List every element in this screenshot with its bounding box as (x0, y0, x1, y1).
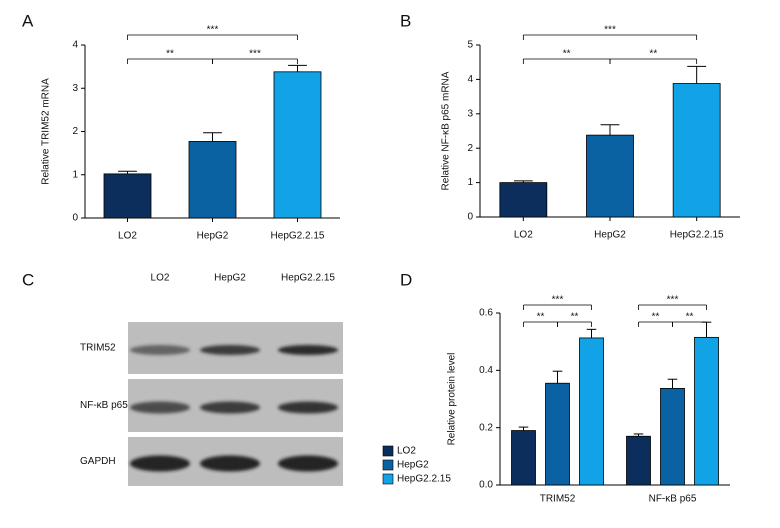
legend-swatch (382, 445, 394, 457)
row-label: GAPDH (80, 456, 116, 467)
row-label: NF-κB p65 (80, 400, 128, 411)
y-tick-label: 0.6 (479, 308, 493, 319)
significance: *** (249, 49, 261, 60)
bar (579, 337, 604, 486)
bar (626, 435, 651, 486)
significance: *** (552, 295, 564, 306)
lane-label: HepG2 (214, 273, 246, 284)
bar (103, 173, 152, 219)
y-tick-label: 1 (467, 177, 473, 188)
bar (188, 141, 237, 219)
y-tick-label: 0.4 (479, 365, 493, 376)
legend-label: HepG2.2.15 (397, 474, 451, 485)
x-tick-label: NF-κB p65 (649, 494, 697, 505)
significance: *** (207, 25, 219, 36)
y-tick-label: 0.0 (479, 480, 493, 491)
legend-label: LO2 (397, 446, 416, 457)
blot-band (130, 455, 190, 472)
x-tick-label: HepG2 (594, 230, 626, 241)
panel-label: D (400, 270, 412, 289)
x-tick-label: HepG2 (197, 231, 229, 242)
bar (586, 134, 634, 218)
x-tick-label: LO2 (118, 231, 137, 242)
lane-label: LO2 (151, 273, 170, 284)
y-tick-label: 0 (72, 213, 78, 224)
significance: ** (166, 49, 174, 60)
x-tick-label: HepG2.2.15 (670, 230, 724, 241)
significance: ** (652, 312, 660, 323)
y-tick-label: 2 (72, 126, 78, 137)
x-tick-label: TRIM52 (540, 494, 576, 505)
y-axis-label: Relative TRIM52 mRNA (41, 78, 52, 185)
panel-label: A (22, 11, 34, 30)
y-tick-label: 1 (72, 169, 78, 180)
y-tick-label: 3 (467, 108, 473, 119)
bar (660, 387, 685, 486)
panel-label: C (22, 270, 34, 289)
y-tick-label: 0.2 (479, 422, 493, 433)
blot-band (130, 401, 190, 414)
bar (273, 71, 322, 219)
significance: *** (667, 295, 679, 306)
bar (672, 83, 721, 218)
blot-band (278, 401, 338, 414)
significance: ** (537, 312, 545, 323)
blot-band (278, 455, 338, 472)
bar (511, 430, 536, 486)
bar (499, 182, 548, 218)
y-tick-label: 3 (72, 83, 78, 94)
y-tick-label: 4 (72, 40, 78, 51)
blot-band (200, 401, 260, 414)
x-tick-label: LO2 (514, 230, 533, 241)
y-tick-label: 2 (467, 143, 473, 154)
y-tick-label: 5 (467, 40, 473, 51)
lane-label: HepG2.2.15 (281, 273, 335, 284)
significance: *** (604, 25, 616, 36)
y-axis-label: Relative protein level (447, 353, 458, 446)
bar (545, 382, 570, 486)
significance: ** (563, 49, 571, 60)
row-label: TRIM52 (80, 343, 116, 354)
blot-band (278, 345, 338, 355)
significance: ** (571, 312, 579, 323)
y-tick-label: 0 (467, 212, 473, 223)
y-axis-label: Relative NF-κB p65 mRNA (441, 71, 452, 190)
significance: ** (686, 312, 694, 323)
panel-label: B (400, 11, 411, 30)
blot-band (200, 455, 260, 472)
legend-label: HepG2 (397, 460, 429, 471)
y-tick-label: 4 (467, 74, 473, 85)
blot-band (130, 345, 190, 355)
significance: ** (649, 49, 657, 60)
legend-swatch (382, 459, 394, 471)
blot-band (200, 345, 260, 355)
bar (694, 336, 719, 486)
x-tick-label: HepG2.2.15 (271, 231, 325, 242)
legend-swatch (382, 473, 394, 485)
